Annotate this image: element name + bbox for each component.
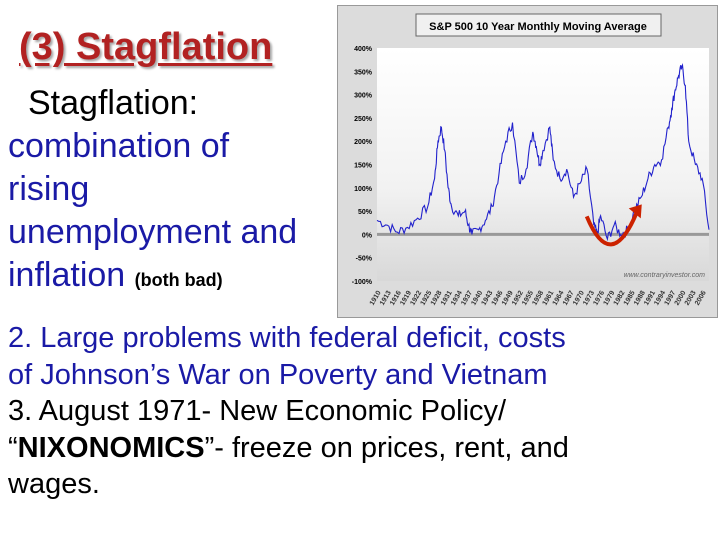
- chart-title: S&P 500 10 Year Monthly Moving Average: [429, 21, 647, 33]
- definition-line-2: rising: [8, 170, 90, 208]
- y-tick-label: 150%: [354, 163, 373, 170]
- definition-block: Stagflation: combination of rising unemp…: [8, 82, 348, 302]
- chart-watermark: www.contraryinvestor.com: [624, 272, 706, 279]
- y-tick-label: 200%: [354, 139, 373, 146]
- y-tick-label: -50%: [356, 256, 373, 263]
- point-2-line-1: 2. Large problems with federal deficit, …: [8, 322, 566, 354]
- point-2-line-2: of Johnson’s War on Poverty and Vietnam: [8, 358, 548, 391]
- y-tick-label: 300%: [354, 93, 373, 100]
- point-3-line-2: “NIXONOMICS”- freeze on prices, rent, an…: [8, 430, 720, 467]
- definition-note: (both bad): [134, 270, 223, 290]
- nixonomics-term: NIXONOMICS: [17, 431, 205, 464]
- point-3-open-quote: “: [8, 431, 18, 464]
- x-tick-label: 2006: [694, 290, 708, 307]
- y-tick-label: 350%: [354, 69, 373, 76]
- definition-line-4: inflation: [8, 256, 126, 294]
- definition-lead: Stagflation:: [28, 84, 199, 122]
- y-tick-label: 100%: [354, 186, 373, 193]
- red-arrow-head: [628, 204, 642, 219]
- series-line: [376, 63, 710, 242]
- red-arrow-curve: [584, 211, 639, 247]
- bottom-points: 2. Large problems with federal deficit, …: [8, 320, 720, 503]
- y-tick-label: 400%: [354, 46, 373, 53]
- point-3-line-3: wages.: [8, 468, 100, 500]
- definition-line-1: combination of: [8, 127, 230, 165]
- y-tick-label: 250%: [354, 116, 373, 123]
- point-3-rest: ”- freeze on prices, rent, and: [204, 431, 569, 464]
- sp500-chart: S&P 500 10 Year Monthly Moving Average 40…: [337, 5, 718, 318]
- plot-area: [377, 48, 709, 281]
- point-3-line-1: 3. August 1971- New Economic Policy/: [8, 395, 507, 427]
- y-tick-label: 0%: [362, 232, 373, 239]
- slide-title: (3) Stagflation: [19, 26, 273, 68]
- chart-svg: S&P 500 10 Year Monthly Moving Average 40…: [352, 13, 710, 307]
- definition-line-4-wrap: inflation (both bad): [8, 254, 348, 302]
- definition-line-3: unemployment and: [8, 213, 298, 251]
- y-tick-label: 50%: [358, 209, 373, 216]
- chart-title-box: [415, 13, 662, 37]
- y-tick-label: -100%: [352, 279, 373, 286]
